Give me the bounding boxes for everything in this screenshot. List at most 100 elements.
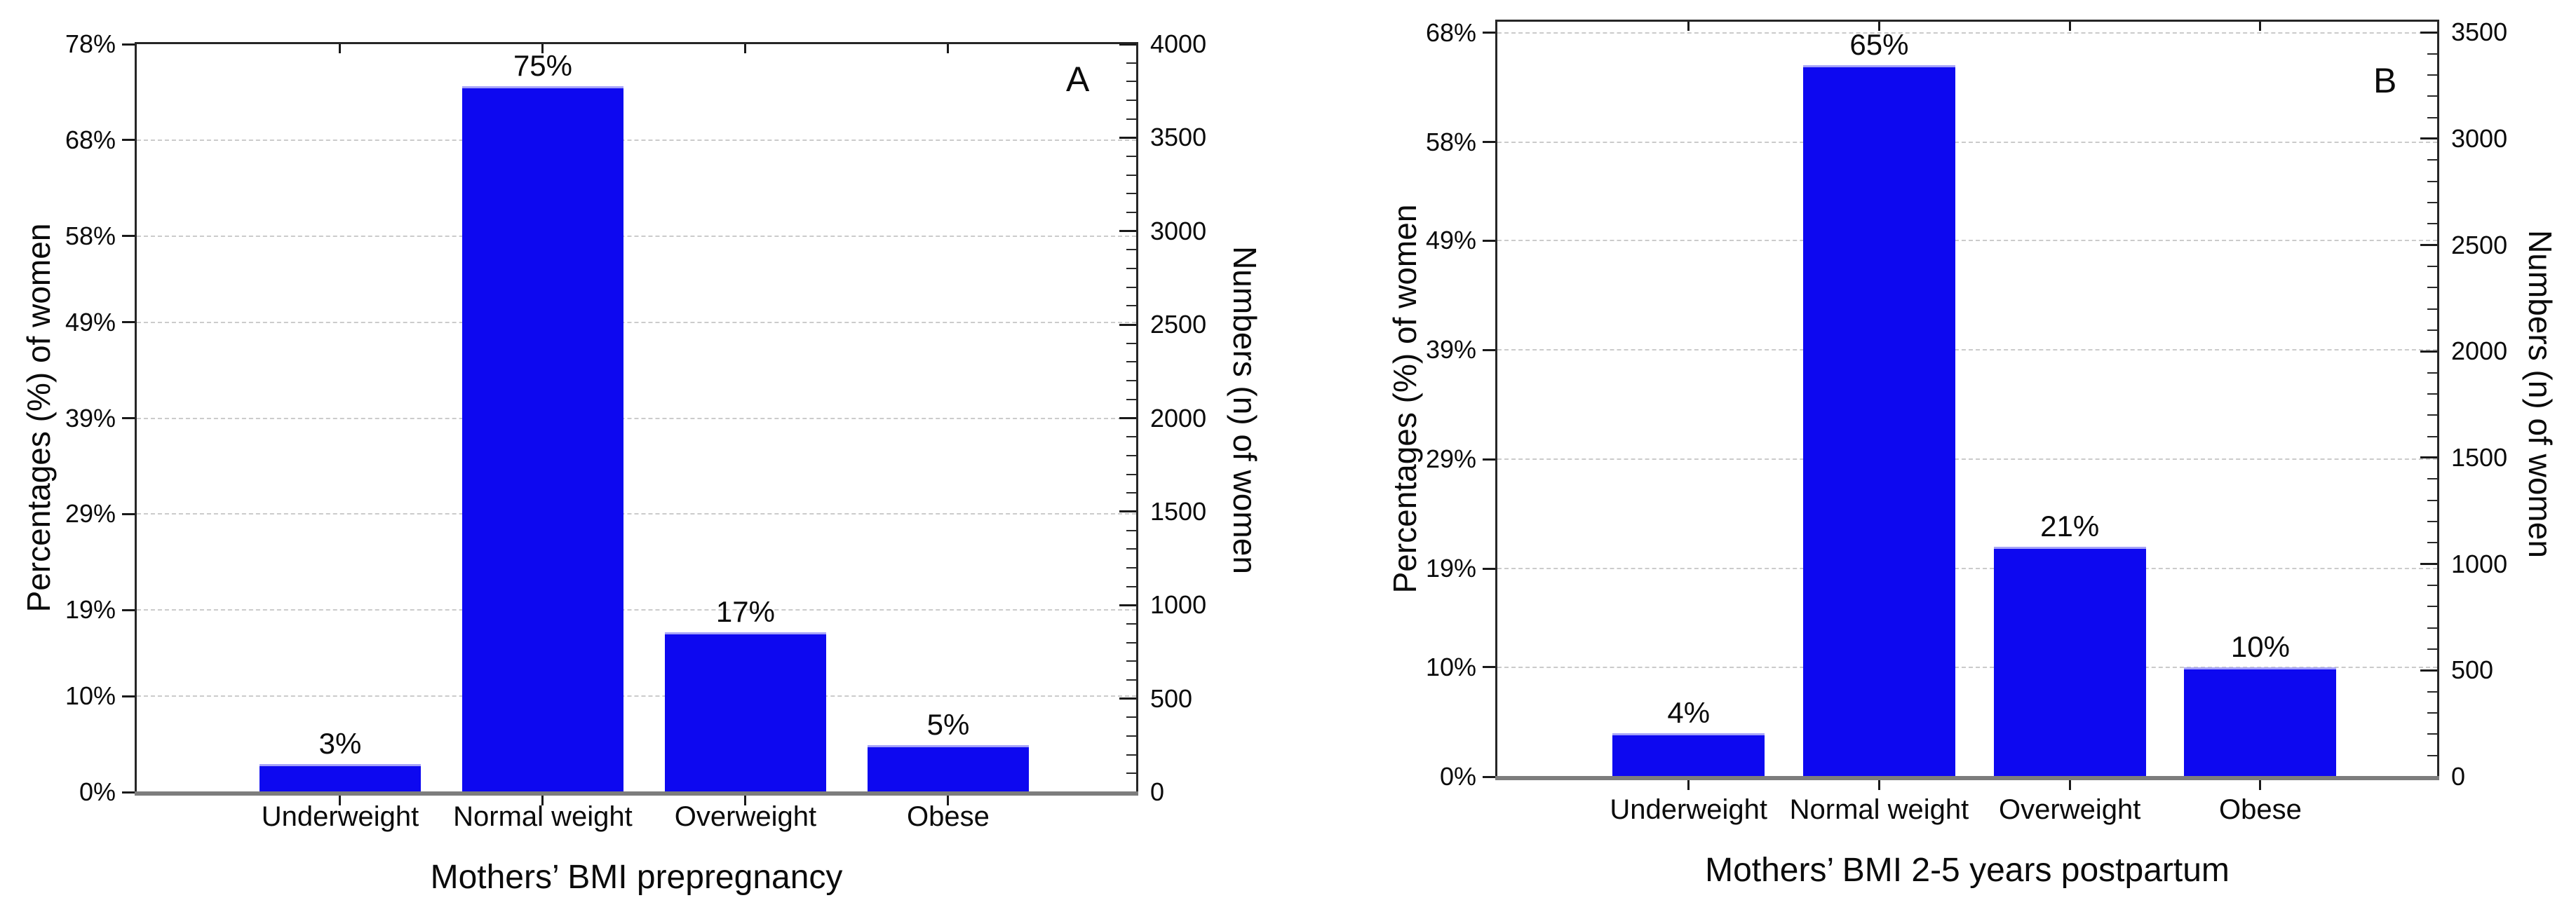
- right-axis-tick-label: 2500: [1150, 310, 1207, 339]
- right-axis-tick-label: 2000: [1150, 403, 1207, 433]
- x-tick-bottom: [2068, 780, 2071, 790]
- left-axis-tick-label: 0%: [1439, 762, 1476, 791]
- x-tick-top: [339, 44, 342, 53]
- right-axis-minor-tick: [1126, 566, 1136, 569]
- gridline: [1497, 568, 2437, 570]
- right-axis-minor-tick: [2427, 414, 2437, 416]
- right-axis-minor-tick: [2427, 690, 2437, 693]
- panel-a-letter: A: [1066, 60, 1090, 99]
- x-category-label: Underweight: [1610, 794, 1767, 825]
- right-axis-minor-tick: [2427, 372, 2437, 374]
- x-tick-bottom: [744, 796, 747, 805]
- gridline: [1497, 458, 2437, 461]
- right-axis-minor-tick: [1126, 548, 1136, 550]
- left-axis-tick-label: 49%: [1425, 226, 1476, 255]
- left-axis-tick-label: 49%: [65, 307, 116, 336]
- right-axis-tick-label: 3000: [1150, 216, 1207, 245]
- right-axis-tick: [2420, 563, 2437, 566]
- right-axis-tick-label: 0: [1150, 777, 1165, 806]
- right-axis-tick-label: 3000: [2451, 123, 2508, 153]
- right-axis-minor-tick: [1126, 473, 1136, 475]
- x-tick-bottom: [1687, 780, 1690, 790]
- x-category-label: Normal weight: [453, 801, 633, 832]
- right-axis-minor-tick: [2427, 159, 2437, 161]
- right-axis-minor-tick: [2427, 53, 2437, 55]
- right-axis-minor-tick: [1126, 62, 1136, 64]
- x-tick-top: [1687, 22, 1690, 31]
- x-tick-bottom: [2259, 780, 2262, 790]
- right-axis-minor-tick: [1126, 622, 1136, 625]
- right-axis-tick: [1119, 43, 1136, 46]
- left-axis-tick: [122, 235, 135, 238]
- panel-b-left-axis-title: Percentages (%) of women: [1387, 204, 1423, 594]
- right-axis-minor-tick: [2427, 499, 2437, 501]
- bar-overweight: [664, 632, 827, 792]
- left-axis-tick-label: 10%: [65, 681, 116, 711]
- gridline: [137, 321, 1136, 323]
- right-axis-minor-tick: [2427, 265, 2437, 267]
- x-category-label: Obese: [2219, 794, 2302, 825]
- bar-value-label: 17%: [715, 594, 775, 628]
- right-axis-minor-tick: [2427, 95, 2437, 97]
- right-axis-tick-label: 500: [1150, 683, 1193, 713]
- right-axis-minor-tick: [1126, 492, 1136, 494]
- right-axis-minor-tick: [1126, 174, 1136, 176]
- right-axis-minor-tick: [2427, 627, 2437, 629]
- left-axis-tick: [122, 139, 135, 142]
- left-axis-tick-label: 0%: [79, 777, 116, 806]
- right-axis-minor-tick: [1126, 380, 1136, 382]
- bar-value-label: 3%: [318, 726, 362, 760]
- left-axis-tick: [122, 417, 135, 419]
- right-axis-tick-label: 1500: [1150, 496, 1207, 526]
- bar-overweight: [1993, 547, 2146, 777]
- right-axis-minor-tick: [2427, 74, 2437, 76]
- left-axis-tick-label: 68%: [65, 125, 116, 154]
- right-axis-tick: [1119, 230, 1136, 233]
- panel-a-plot-area: 3% 75% 17% 5% 78% 68% 58% 49% 39% 29% 19% 10% 0% 4000…: [65, 32, 1206, 805]
- right-axis-minor-tick: [2427, 435, 2437, 437]
- left-axis-tick: [1483, 666, 1495, 669]
- left-axis-tick: [122, 695, 135, 697]
- right-axis-minor-tick: [1126, 342, 1136, 344]
- right-axis-tick: [1119, 417, 1136, 419]
- panel-b-x-axis-title: Mothers’ BMI 2-5 years postpartum: [1705, 852, 2230, 889]
- x-tick-bottom: [339, 796, 342, 805]
- right-axis-minor-tick: [2427, 606, 2437, 608]
- left-axis-tick: [1483, 141, 1495, 144]
- x-category-label: Underweight: [261, 801, 419, 832]
- bar-value-label: 21%: [2040, 510, 2100, 543]
- right-axis-minor-tick: [2427, 584, 2437, 586]
- left-axis-tick: [122, 43, 135, 46]
- right-axis-minor-tick: [1126, 193, 1136, 195]
- right-axis-minor-tick: [1126, 249, 1136, 251]
- gridline: [137, 513, 1136, 515]
- right-axis-tick-label: 2500: [2451, 230, 2508, 259]
- x-tick-bottom: [947, 796, 950, 805]
- gridline: [1497, 32, 2437, 34]
- right-axis-tick-label: 500: [2451, 655, 2494, 685]
- gridline: [137, 417, 1136, 419]
- x-axis-baseline: [135, 791, 1138, 796]
- x-tick-top: [2259, 22, 2262, 31]
- x-category-label: Normal weight: [1789, 794, 1969, 825]
- left-axis-tick-label: 78%: [65, 29, 116, 58]
- left-axis-tick-label: 19%: [1425, 554, 1476, 583]
- x-category-label: Overweight: [1999, 794, 2141, 825]
- right-axis-tick: [1119, 697, 1136, 700]
- bar-underweight: [259, 763, 422, 792]
- left-axis-tick-label: 58%: [65, 221, 116, 250]
- right-axis-minor-tick: [2427, 712, 2437, 714]
- right-axis-tick: [1119, 510, 1136, 513]
- left-axis-tick: [1483, 567, 1495, 570]
- x-tick-top: [2068, 22, 2071, 31]
- left-axis-tick-label: 19%: [65, 595, 116, 625]
- bar-value-label: 65%: [1849, 28, 1909, 62]
- right-axis-tick: [1119, 323, 1136, 326]
- bar-value-label: 4%: [1667, 695, 1711, 729]
- bar-value-label: 5%: [926, 707, 970, 741]
- gridline: [1497, 349, 2437, 351]
- right-axis-minor-tick: [1126, 268, 1136, 270]
